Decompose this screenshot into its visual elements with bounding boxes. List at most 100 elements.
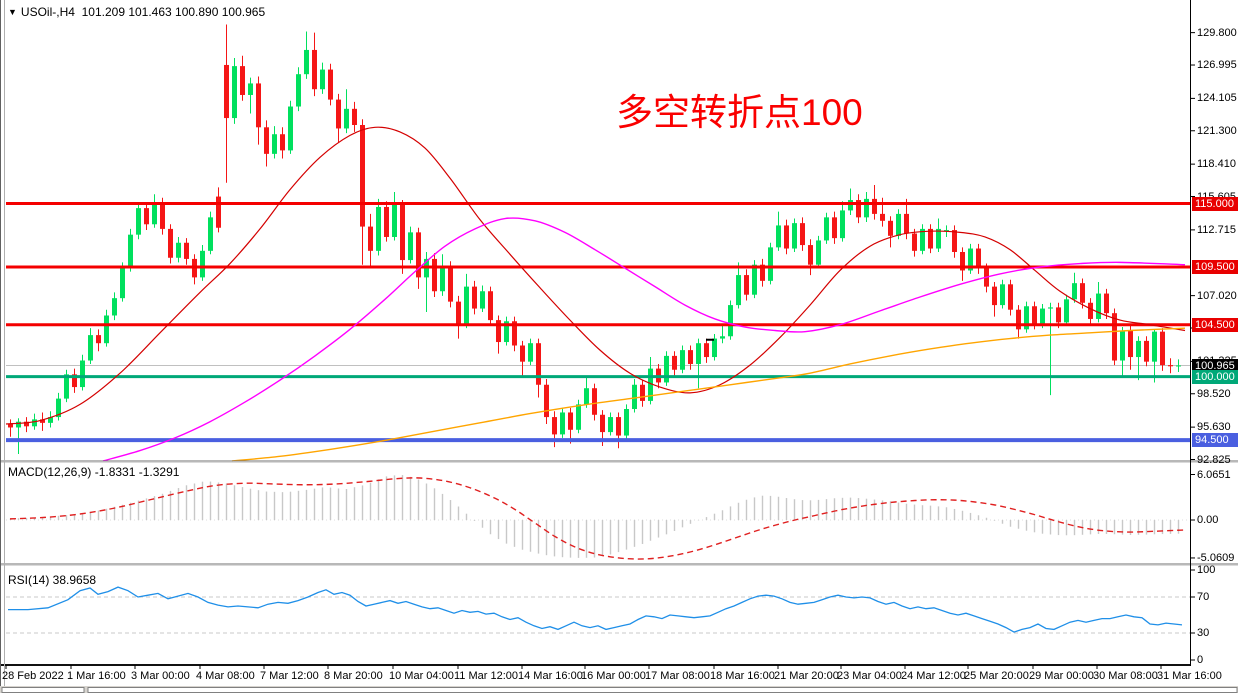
candle-body xyxy=(184,242,189,259)
candle-body xyxy=(120,268,125,299)
candle-body xyxy=(1096,293,1101,319)
candle-body xyxy=(536,343,541,385)
candle-body xyxy=(672,355,677,370)
candle-body xyxy=(600,414,605,433)
candle-body xyxy=(752,264,757,295)
candle-body xyxy=(960,251,965,271)
candle-body xyxy=(1152,331,1157,362)
candle-body xyxy=(920,228,925,251)
candle-body xyxy=(80,360,85,388)
candle-body xyxy=(1112,313,1117,361)
candle-body xyxy=(48,417,53,423)
candle-body xyxy=(440,265,445,292)
candle-body xyxy=(664,355,669,383)
candle-body xyxy=(856,200,861,218)
candle-body xyxy=(584,388,589,405)
candle-body xyxy=(1080,283,1085,303)
candle-body xyxy=(1088,302,1093,319)
candle-body xyxy=(240,66,245,95)
candle-body xyxy=(552,417,557,435)
candle-body xyxy=(256,83,261,128)
candle-body xyxy=(472,286,477,309)
candle-body xyxy=(104,315,109,344)
candle-body xyxy=(232,66,237,119)
candle-body xyxy=(296,74,301,107)
candle-body xyxy=(624,409,629,436)
bottom-strip-tab[interactable] xyxy=(1,687,85,693)
ma-slow-orange-line xyxy=(231,327,1186,462)
candle-body xyxy=(704,343,709,358)
candle-body xyxy=(8,424,13,428)
candle-body xyxy=(360,124,365,227)
candle-body xyxy=(1104,293,1109,314)
candle-body xyxy=(936,228,941,249)
candle-body xyxy=(1072,283,1077,300)
candle-body xyxy=(1024,306,1029,330)
candle-body xyxy=(32,419,37,427)
candle-body xyxy=(96,335,101,344)
candle-body xyxy=(352,108,357,125)
ma-fast-red-line xyxy=(5,126,1186,425)
candle-body xyxy=(888,220,893,236)
candle-body xyxy=(72,374,77,388)
candle-body xyxy=(848,200,853,211)
candle-body xyxy=(560,412,565,435)
candle-body xyxy=(520,345,525,362)
candle-body xyxy=(24,421,29,427)
candle-body xyxy=(40,419,45,423)
candle-body xyxy=(688,350,693,364)
candle-body xyxy=(736,275,741,306)
candle-body xyxy=(640,384,645,401)
candle-body xyxy=(592,388,597,415)
candle-body xyxy=(872,198,877,214)
candle-body xyxy=(896,213,901,236)
candle-body xyxy=(416,232,421,278)
candle-body xyxy=(1048,307,1053,309)
candle-body xyxy=(496,320,501,343)
candle-body xyxy=(344,108,349,129)
candle-body xyxy=(136,208,141,235)
candle-body xyxy=(944,230,949,232)
candle-body xyxy=(336,99,341,129)
candle-body xyxy=(1032,306,1037,325)
candle-body xyxy=(200,250,205,278)
candle-body xyxy=(168,228,173,258)
ma-mid-magenta-line xyxy=(102,217,1186,462)
candle-body xyxy=(512,321,517,346)
candle-body xyxy=(328,69,333,100)
candle-body xyxy=(952,230,957,252)
candle-body xyxy=(464,286,469,325)
candle-body xyxy=(880,213,885,221)
candle-body xyxy=(744,275,749,295)
bottom-scroll-strip[interactable] xyxy=(87,687,1238,693)
candle-body xyxy=(1160,331,1165,366)
candle-body xyxy=(144,208,149,225)
candle-body xyxy=(304,49,309,75)
candle-body xyxy=(408,232,413,261)
candle-body xyxy=(112,298,117,316)
candle-body xyxy=(528,343,533,362)
candle-body xyxy=(616,417,621,436)
candle-body xyxy=(392,204,397,237)
candle-body xyxy=(1168,365,1173,367)
candle-body xyxy=(224,64,229,119)
candle-body xyxy=(320,69,325,90)
candle-body xyxy=(1000,284,1005,306)
candle-body xyxy=(152,202,157,225)
candle-body xyxy=(272,134,277,154)
candle-body xyxy=(376,206,381,251)
candle-body xyxy=(216,196,221,228)
candle-body xyxy=(1008,284,1013,310)
candle-body xyxy=(816,240,821,265)
candle-body xyxy=(56,398,61,418)
candle-body xyxy=(208,217,213,251)
candle-body xyxy=(384,206,389,237)
candle-body xyxy=(760,264,765,281)
candle-body xyxy=(824,217,829,241)
candle-body xyxy=(128,234,133,269)
candle-body xyxy=(432,258,437,292)
candle-body xyxy=(248,83,253,95)
candle-body xyxy=(160,202,165,229)
